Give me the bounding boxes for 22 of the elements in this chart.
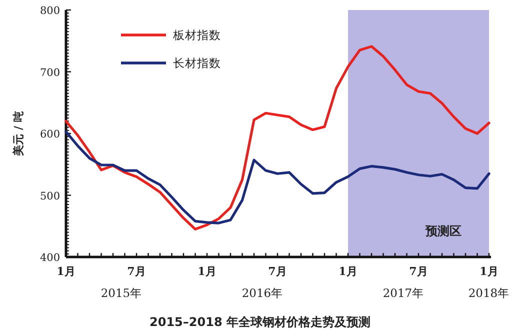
x-tick-label: 1月 xyxy=(480,265,498,278)
text: 2017年 xyxy=(382,286,424,300)
y-tick-label: 800 xyxy=(40,5,60,17)
text: 2015年 xyxy=(100,286,142,300)
y-tick-label: 500 xyxy=(40,190,60,202)
x-tick-label: 7月 xyxy=(409,265,428,278)
band-label: 预测区 xyxy=(424,224,462,238)
x-tick-label: 1月 xyxy=(198,265,216,278)
legend-label: 长材指数 xyxy=(173,56,221,70)
x-tick-label: 7月 xyxy=(127,265,146,278)
text: 2016年 xyxy=(242,286,284,300)
y-tick-label: 700 xyxy=(40,66,60,79)
y-axis-title: 美元 / 吨 xyxy=(12,111,25,157)
y-tick-label: 600 xyxy=(40,128,60,140)
line-series xyxy=(64,130,490,224)
text: 2015–2018 年全球钢材价格走势及预测 xyxy=(150,315,370,329)
x-tick-label: 1月 xyxy=(56,265,76,278)
x-tick-label: 1月 xyxy=(338,265,358,278)
text: 2018年 xyxy=(468,286,510,300)
y-tick-label: 400 xyxy=(40,252,60,264)
x-tick-label: 7月 xyxy=(268,265,287,278)
legend-label: 板材指数 xyxy=(172,28,221,42)
